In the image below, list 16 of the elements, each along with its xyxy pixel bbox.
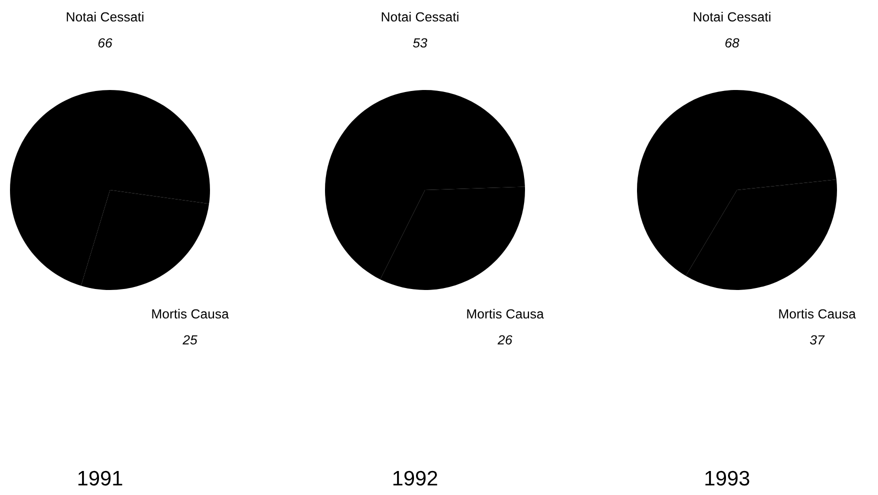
text: 1993 — [705, 470, 750, 486]
pie-slice — [10, 90, 210, 286]
text: 1992 — [393, 470, 438, 486]
text: 1991 — [78, 470, 122, 486]
data-label: 37 — [810, 335, 825, 345]
data-label: 68 — [725, 38, 740, 48]
data-label: 26 — [498, 335, 512, 345]
slice-label: Mortis Causa — [779, 308, 856, 319]
data-label: 53 — [412, 38, 428, 48]
slice-label: Notai Cessati — [694, 12, 770, 22]
slice-label: Notai Cessati — [382, 12, 458, 22]
data-label: 25 — [182, 335, 198, 345]
slice-label: Mortis Causa — [152, 308, 229, 319]
slice-label: Mortis Causa — [467, 308, 544, 319]
data-label: 66 — [98, 38, 112, 48]
slice-label: Notai Cessati — [66, 12, 144, 22]
